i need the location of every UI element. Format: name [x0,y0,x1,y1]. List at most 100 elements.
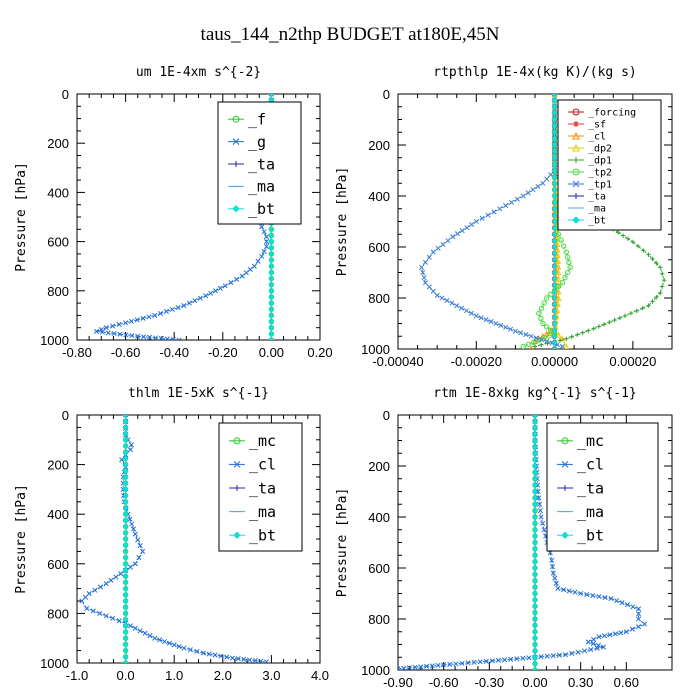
series-point [426,254,432,260]
series-point [612,631,618,637]
series-point [186,300,192,306]
series-point [532,514,538,520]
series-point [122,567,129,573]
series-point [532,526,538,533]
series-point [551,346,558,349]
series-point [536,495,542,501]
legend-marker [232,138,240,145]
series-point [122,598,129,604]
series-point [535,183,541,189]
legend-marker [561,461,569,468]
series-point [246,657,253,663]
series-point [551,263,558,270]
series-point [140,548,146,554]
series-point [251,263,257,269]
series-point [544,295,550,301]
series-point [646,252,651,257]
series-point [142,630,148,636]
series-point [158,310,164,316]
series-point [559,280,566,286]
series-point [122,461,129,468]
series-point [453,661,459,667]
series-point [224,654,230,660]
x-tick-label: 4.0 [311,668,329,683]
series-point [208,290,214,296]
series-point [488,319,494,325]
series-point [122,641,129,648]
x-tick-label: 0.20 [307,345,332,360]
y-tick-label: 400 [368,510,390,525]
series-point [551,250,558,257]
y-tick-label: 600 [368,240,390,255]
series-point [532,469,538,476]
legend-marker [233,531,241,539]
series-point [566,259,572,265]
series-point [551,116,558,123]
legend-marker [233,161,239,167]
legend-box [218,422,303,552]
series-point [554,252,561,259]
series-point [473,313,479,319]
series-point [551,205,558,212]
series-point [562,274,568,281]
legend-marker [572,131,580,140]
series-point [122,616,129,623]
series-point [628,311,634,316]
series-point [228,280,234,286]
series-point [268,300,275,307]
series-point [122,523,129,530]
series-point [551,231,558,238]
series-point [194,648,200,654]
series-point [129,333,135,339]
series-point [532,552,538,559]
series-point [259,253,265,259]
legend: _f _g _ta _ma _bt [217,101,302,225]
series-point [97,610,103,616]
series-point [489,658,495,664]
series-point [532,660,538,667]
series-point [532,539,538,546]
x-tick-label: 2.0 [214,668,232,683]
series-point [530,187,536,193]
series-point [113,574,119,580]
series-point [532,577,538,584]
legend-marker [572,180,580,188]
y-axis-label: Pressure [hPa] [14,484,29,594]
series-point [538,337,545,343]
series-point [498,322,504,328]
series-point [551,269,558,276]
series-point [258,658,264,663]
series-point [551,212,558,219]
series-point [422,259,428,265]
y-tick-label: 1000 [361,663,390,678]
series-point [79,598,85,604]
series-point [551,320,558,327]
series-point [660,284,665,289]
legend-label: _tp2 [588,168,612,179]
panels: um 1E-4xm s^{-2}-0.80 -0.60 -0.40 -0.20 0.00… [14,65,673,690]
x-tick-label: -0.00020 [451,354,502,369]
panel-title: um 1E-4xm s^{-2} [136,65,261,80]
legend-label: _bt [249,526,276,544]
series-point [128,442,134,448]
series-point [493,320,499,327]
series-point [594,645,600,651]
series-point [635,624,642,630]
legend-marker [562,485,568,491]
series-point [135,333,141,339]
y-tick-label: 600 [47,235,69,250]
series-point [449,300,455,306]
series-point [422,280,428,286]
series-point [635,616,642,622]
x-tick-label: 0.00 [259,345,284,360]
series-point [268,306,275,313]
series-point [263,234,270,240]
series-point [634,308,639,313]
series-point [502,657,508,663]
series-point [552,94,558,97]
legend-label: _dp2 [588,144,612,155]
series-point [551,333,558,340]
series-point [596,594,602,600]
legend-marker [572,168,580,176]
series-point [459,228,465,234]
